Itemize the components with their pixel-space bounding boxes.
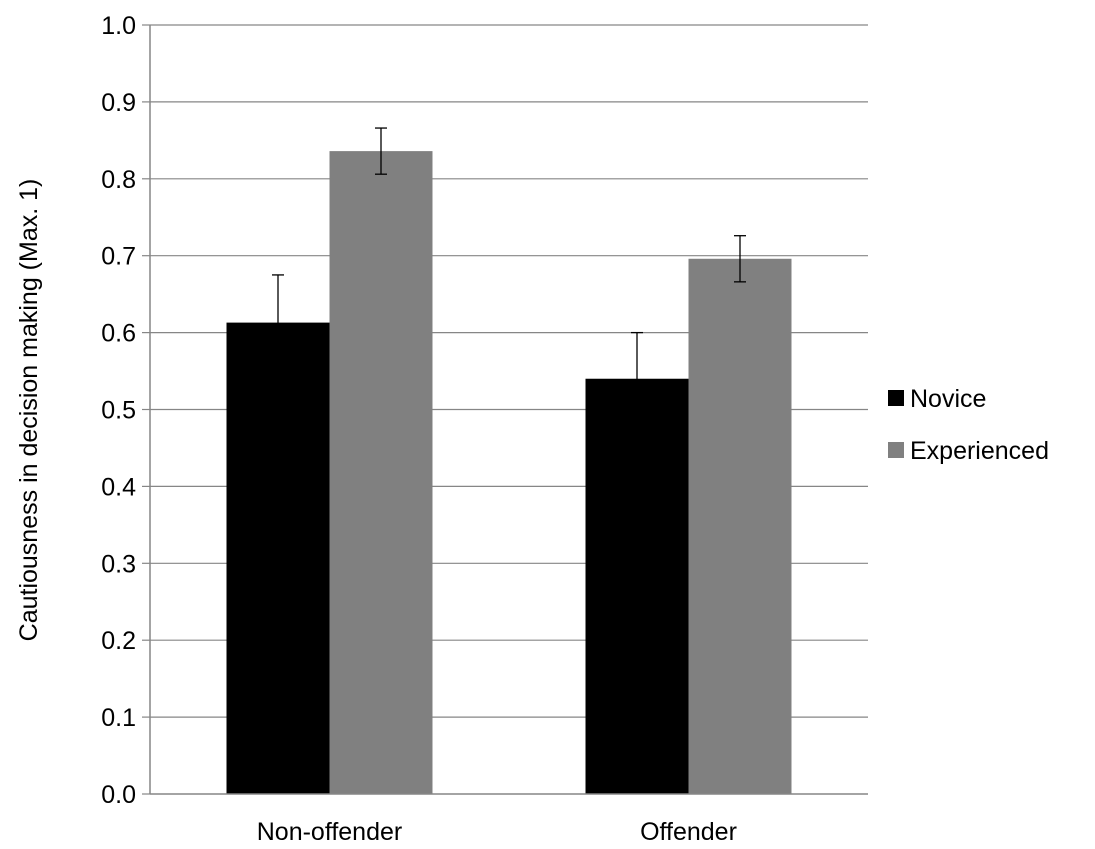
legend-swatch-experienced xyxy=(888,442,904,458)
y-tick-label: 0.5 xyxy=(101,397,136,425)
bar-novice-offender xyxy=(585,378,689,794)
y-tick-label: 0.8 xyxy=(101,166,136,194)
error-bars xyxy=(272,127,746,426)
legend: Novice Experienced xyxy=(888,385,1049,465)
x-category-label: Offender xyxy=(640,818,737,846)
bar-novice-non-offender xyxy=(226,322,330,794)
y-tick-label: 0.0 xyxy=(101,781,136,809)
legend-swatch-novice xyxy=(888,390,904,406)
bar-experienced-offender xyxy=(688,258,792,794)
bar-experienced-non-offender xyxy=(329,151,433,795)
legend-label-novice: Novice xyxy=(910,385,986,413)
y-tick-label: 0.3 xyxy=(101,550,136,578)
y-tick-label: 0.1 xyxy=(101,704,136,732)
y-axis-ticks: 0.0 0.1 0.2 0.3 0.4 0.5 0.6 0.7 0.8 0.9 1.0 xyxy=(101,12,150,809)
y-axis-title: Cautiousness in decision making (Max. 1) xyxy=(15,179,43,642)
bars xyxy=(226,151,792,795)
y-tick-label: 0.6 xyxy=(101,320,136,348)
y-tick-label: 0.9 xyxy=(101,89,136,117)
y-tick-label: 0.7 xyxy=(101,243,136,271)
y-tick-label: 0.4 xyxy=(101,473,136,501)
legend-label-experienced: Experienced xyxy=(910,437,1049,465)
x-category-label: Non-offender xyxy=(257,818,402,846)
y-tick-label: 1.0 xyxy=(101,12,136,40)
y-tick-label: 0.2 xyxy=(101,627,136,655)
x-axis-labels: Non-offender Offender xyxy=(257,818,737,846)
